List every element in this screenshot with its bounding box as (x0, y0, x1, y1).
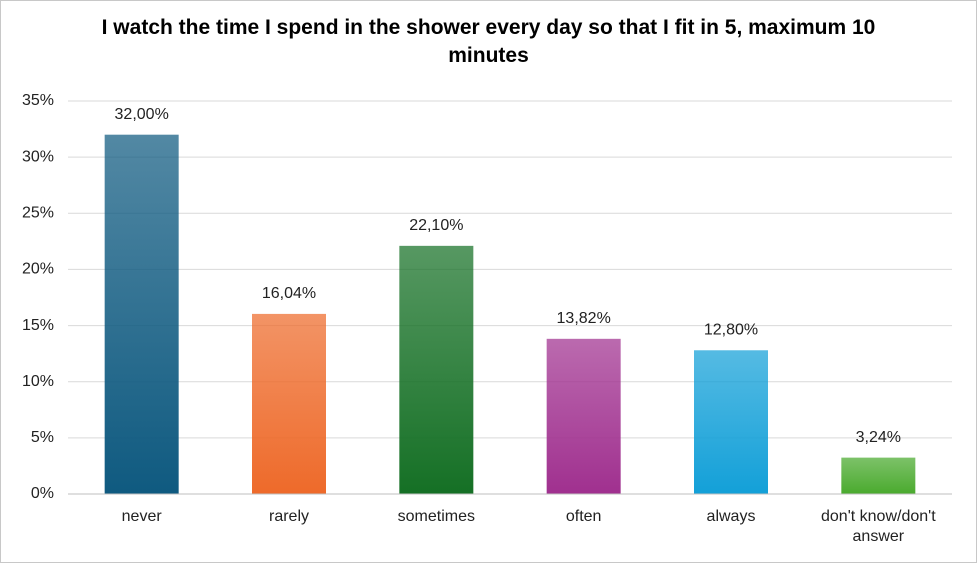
x-tick-label: rarely (268, 508, 309, 525)
x-tick-label: never (121, 508, 162, 525)
y-tick-label: 15% (22, 317, 54, 334)
bar (841, 457, 916, 494)
bar (399, 245, 474, 494)
data-label: 32,00% (115, 106, 169, 123)
x-tick-label: sometimes (397, 508, 475, 525)
bar (546, 338, 621, 494)
y-tick-label: 10% (22, 373, 54, 390)
data-label: 13,82% (557, 310, 611, 327)
y-tick-label: 0% (31, 485, 54, 502)
data-label: 22,10% (409, 217, 463, 234)
y-tick-label: 20% (22, 261, 54, 278)
bar (694, 350, 768, 494)
y-tick-label: 35% (22, 92, 54, 109)
x-tick-label: always (706, 508, 756, 525)
chart-title: I watch the time I spend in the shower e… (101, 16, 876, 67)
y-tick-label: 25% (22, 205, 54, 222)
y-tick-label: 30% (22, 148, 54, 165)
bar (252, 313, 326, 494)
data-label: 3,24% (856, 429, 901, 446)
data-label: 12,80% (704, 321, 758, 338)
y-tick-label: 5% (31, 429, 54, 446)
x-tick-label: often (565, 508, 602, 525)
data-label: 16,04% (262, 285, 316, 302)
bar (104, 134, 179, 494)
x-tick-label: don't know/don't answer (821, 508, 936, 545)
